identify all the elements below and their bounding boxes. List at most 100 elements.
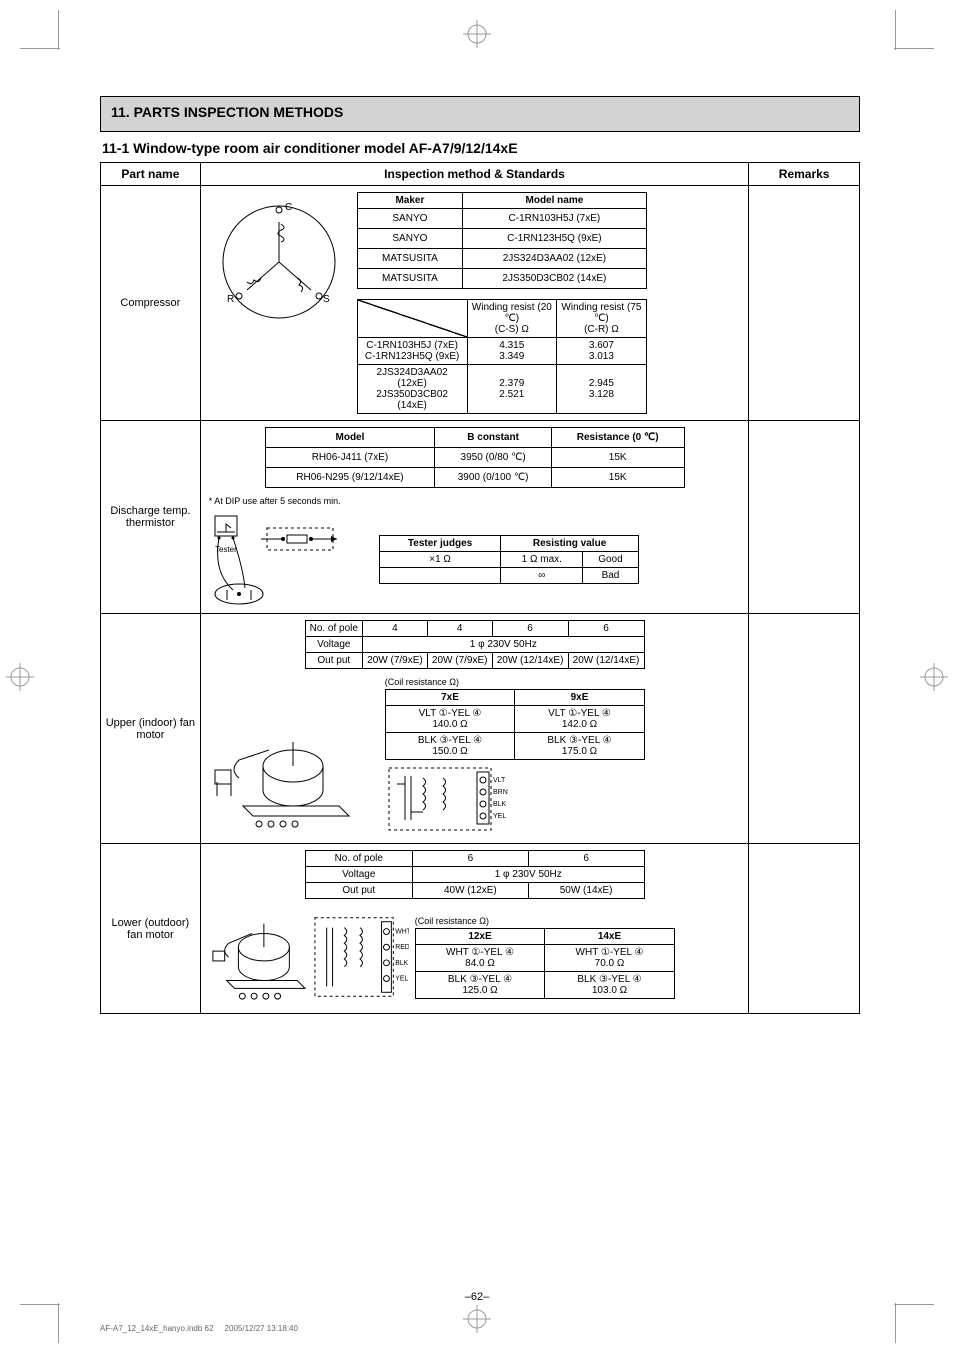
cell: 1 Ω max. [501, 552, 583, 568]
footer-filename: AF-A7_12_14xE_hanyo.indb 62 2005/12/27 1… [100, 1324, 298, 1333]
cell: RH06-N295 (9/12/14xE) [265, 468, 435, 488]
row-upper-fan: Upper (indoor) fan motor No. of pole 4 4… [101, 613, 859, 843]
row-compressor: Compressor [101, 185, 859, 420]
cell: Good [583, 552, 639, 568]
cell: RH06-J411 (7xE) [265, 448, 435, 468]
cell: 2JS324D3AA02 (12xE) [463, 249, 647, 269]
cell: 9xE [515, 690, 645, 706]
h-maker: Maker [357, 193, 462, 209]
lfan-remarks [749, 844, 859, 1013]
cell: Voltage [305, 867, 412, 883]
cell: 6 [492, 621, 568, 637]
row-thermistor: Discharge temp. thermistor Model B const… [101, 420, 859, 613]
cell: BLK ③-YEL ④ 150.0 Ω [385, 733, 515, 760]
cell: 14xE [545, 928, 675, 944]
cell: C-1RN103H5J (7xE) C-1RN123H5Q (9xE) [357, 338, 467, 365]
cell: ×1 Ω [379, 552, 501, 568]
thermistor-note: * At DIP use after 5 seconds min. [209, 496, 741, 506]
cell: Winding resist (20 ℃) (C-S) Ω [467, 300, 557, 338]
cell: ∞ [501, 568, 583, 584]
cell: 7xE [385, 690, 515, 706]
cell: MATSUSITA [357, 249, 462, 269]
cell: 15K [551, 468, 684, 488]
slash-cell [357, 300, 467, 338]
subsection-title: 11-1 Window-type room air conditioner mo… [102, 140, 860, 156]
cell: WHT ①-YEL ④ 84.0 Ω [415, 944, 545, 971]
cell: 4.315 3.349 [467, 338, 557, 365]
term-label: BRN [493, 789, 508, 796]
cell: SANYO [357, 229, 462, 249]
cell: Winding resist (75 ℃) (C-R) Ω [557, 300, 647, 338]
compressor-resistance-table: Winding resist (20 ℃) (C-S) Ω Winding re… [357, 299, 647, 414]
crop-mark-tr [874, 10, 934, 70]
cell: Bad [583, 568, 639, 584]
ufan-spec-table: No. of pole 4 4 6 6 Voltage 1 φ 230V 50H… [305, 620, 645, 669]
cell: Resistance (0 ℃) [551, 428, 684, 448]
term-label: WHT [395, 928, 409, 935]
cell: B constant [435, 428, 551, 448]
footer-file-text: AF-A7_12_14xE_hanyo.indb 62 [100, 1324, 213, 1333]
main-table: Part name Inspection method & Standards … [100, 162, 860, 1014]
cell: WHT ①-YEL ④ 70.0 Ω [545, 944, 675, 971]
cell: MATSUSITA [357, 269, 462, 289]
cell: 6 [412, 851, 528, 867]
cell: 4 [363, 621, 428, 637]
registration-mark-top [463, 20, 491, 48]
cell: 1 φ 230V 50Hz [412, 867, 644, 883]
compressor-winding-diagram: C R S [209, 192, 349, 332]
cell: 40W (12xE) [412, 883, 528, 899]
cell: No. of pole [305, 621, 363, 637]
tester-diagram: Tester [209, 512, 369, 607]
term-label: BLK [493, 801, 507, 808]
lfan-resistance-table: 12xE14xE WHT ①-YEL ④ 84.0 ΩWHT ①-YEL ④ 7… [415, 928, 675, 999]
col-part: Part name [101, 163, 201, 185]
cell: Model [265, 428, 435, 448]
cell: 1 φ 230V 50Hz [363, 637, 644, 653]
cell: Tester judges [379, 536, 501, 552]
cell: 20W (12/14xE) [492, 653, 568, 669]
cell: 3900 (0/100 ℃) [435, 468, 551, 488]
lfan-motor-drawing [209, 907, 307, 1007]
table-header-row: Part name Inspection method & Standards … [101, 163, 859, 185]
ufan-resistance-table: 7xE9xE VLT ①-YEL ④ 140.0 ΩVLT ①-YEL ④ 14… [385, 689, 645, 760]
cell: 50W (14xE) [528, 883, 644, 899]
ufan-cap: (Coil resistance Ω) [385, 677, 741, 687]
compressor-spec-table: Maker Model name SANYOC-1RN103H5J (7xE) … [357, 192, 647, 289]
compressor-body: C R S Maker Model name SANYOC-1RN103H5J … [201, 186, 750, 420]
cell: 12xE [415, 928, 545, 944]
term-label: YEL [395, 976, 408, 983]
cell: 2JS324D3AA02 (12xE) 2JS350D3CB02 (14xE) [357, 365, 467, 414]
registration-mark-left [6, 663, 34, 691]
cell: 2JS350D3CB02 (14xE) [463, 269, 647, 289]
cell: 20W (7/9xE) [427, 653, 492, 669]
section-header: 11. PARTS INSPECTION METHODS [100, 96, 860, 132]
col-rem: Remarks [749, 163, 859, 185]
cell: 2.379 2.521 [467, 365, 557, 414]
lfan-body: No. of pole66 Voltage1 φ 230V 50Hz Out p… [201, 844, 750, 1013]
label-c: C [285, 202, 292, 213]
fan-motor-drawing [209, 724, 374, 834]
ufan-remarks [749, 614, 859, 843]
tester-label: Tester [215, 545, 237, 554]
cell: C-1RN103H5J (7xE) [463, 209, 647, 229]
ufan-body: No. of pole 4 4 6 6 Voltage 1 φ 230V 50H… [201, 614, 750, 843]
cell [379, 568, 501, 584]
cell: 6 [568, 621, 644, 637]
cell: Voltage [305, 637, 363, 653]
thermistor-body: Model B constant Resistance (0 ℃) RH06-J… [201, 421, 750, 613]
h-model: Model name [463, 193, 647, 209]
cell: VLT ①-YEL ④ 140.0 Ω [385, 706, 515, 733]
term-label: BLK [395, 960, 408, 967]
label-r: R [227, 294, 234, 305]
thermistor-judge-table: Tester judgesResisting value ×1 Ω1 Ω max… [379, 535, 639, 584]
lfan-spec-table: No. of pole66 Voltage1 φ 230V 50Hz Out p… [305, 850, 645, 899]
lfan-cap: (Coil resistance Ω) [415, 916, 741, 926]
cell: Out put [305, 883, 412, 899]
page-content: 11. PARTS INSPECTION METHODS 11-1 Window… [100, 96, 860, 1014]
cell: 20W (7/9xE) [363, 653, 428, 669]
cell: 15K [551, 448, 684, 468]
cell: C-1RN123H5Q (9xE) [463, 229, 647, 249]
cell: Resisting value [501, 536, 638, 552]
term-label: RED [395, 944, 409, 951]
thermistor-label: Discharge temp. thermistor [101, 421, 201, 613]
